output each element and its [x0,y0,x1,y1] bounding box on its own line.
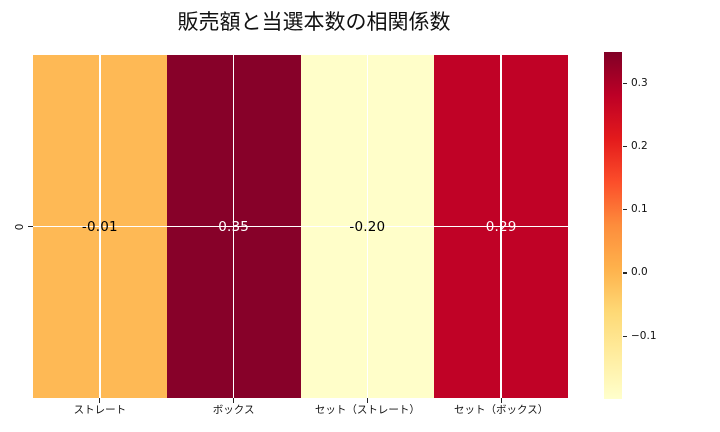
y-tick-mark [28,226,33,228]
chart-title: 販売額と当選本数の相関係数 [177,10,451,34]
colorbar-tick-label: 0.0 [631,266,648,279]
cell-value-straight: -0.01 [81,218,118,235]
colorbar: 0.3 0.2 0.1 0.0 −0.1 [604,52,714,399]
cell-value-set-box: 0.29 [485,218,517,235]
gridline-horizontal [33,225,568,228]
x-tick-label-set-box: セット（ボックス） [454,404,549,416]
x-axis-labels: ストレート ボックス セット（ストレート） セット（ボックス） [33,402,568,416]
colorbar-tick-mark [623,83,627,85]
x-tick-mark [366,398,368,403]
colorbar-tick-mark [623,272,627,274]
x-tick-mark [233,398,235,403]
colorbar-tick-label: 0.2 [631,140,648,153]
heatmap: -0.01 0.35 -0.20 0.29 [33,55,568,398]
colorbar-gradient [604,52,622,399]
x-tick-label-straight: ストレート [73,404,127,416]
x-tick-mark [99,398,101,403]
colorbar-tick-mark [623,209,627,211]
colorbar-tick-mark [623,146,627,148]
x-tick-label-set-straight: セット（ストレート） [314,404,420,416]
cell-value-set-straight: -0.20 [349,218,386,235]
x-tick-mark [500,398,502,403]
colorbar-tick-mark [623,335,627,337]
colorbar-tick-label: 0.3 [631,77,648,89]
colorbar-tick-label: 0.1 [631,203,648,216]
cell-value-box: 0.35 [218,218,250,235]
x-tick-label-box: ボックス [212,404,255,416]
y-tick-label: 0 [12,223,24,231]
colorbar-tick-label: −0.1 [631,329,657,342]
